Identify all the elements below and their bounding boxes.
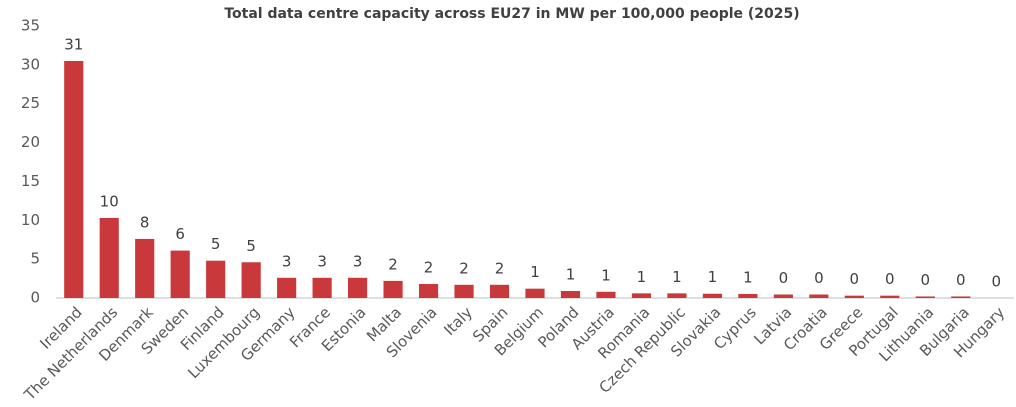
value-label: 1 — [743, 268, 753, 286]
bar — [951, 296, 971, 298]
value-label: 1 — [601, 266, 611, 284]
bar — [383, 280, 403, 298]
value-label: 10 — [100, 192, 119, 210]
value-label: 2 — [388, 255, 398, 273]
bar — [64, 60, 84, 298]
bar — [560, 291, 581, 298]
bar — [809, 294, 829, 298]
y-tick-label: 0 — [30, 289, 40, 307]
value-label: 2 — [459, 259, 469, 277]
bar — [525, 288, 545, 298]
bar — [631, 293, 652, 298]
value-label: 0 — [956, 271, 966, 289]
value-label: 3 — [282, 252, 292, 270]
chart-title: Total data centre capacity across EU27 i… — [224, 6, 799, 22]
value-label: 1 — [637, 268, 647, 286]
y-tick-label: 30 — [21, 55, 40, 73]
bar — [844, 295, 864, 298]
value-label: 8 — [140, 213, 150, 231]
value-label: 1 — [672, 268, 682, 286]
bar — [312, 277, 332, 298]
value-label: 3 — [317, 252, 327, 270]
bar — [170, 250, 190, 298]
bar — [418, 284, 439, 298]
value-label: 3 — [353, 252, 363, 270]
value-label: 1 — [530, 263, 540, 281]
bar — [667, 293, 687, 298]
bar — [596, 291, 616, 298]
y-tick-label: 10 — [21, 211, 40, 229]
bar — [206, 260, 226, 298]
y-tick-label: 5 — [30, 250, 40, 268]
bar — [135, 238, 155, 298]
bar — [915, 296, 935, 298]
value-label: 0 — [885, 270, 895, 288]
value-label: 0 — [814, 269, 824, 287]
value-label: 5 — [246, 237, 256, 255]
y-tick-label: 20 — [21, 133, 40, 151]
y-tick-label: 15 — [21, 172, 40, 190]
y-tick-label: 35 — [21, 17, 40, 35]
bar — [454, 284, 474, 298]
bar — [738, 293, 758, 298]
value-label: 5 — [211, 235, 221, 253]
value-label: 0 — [779, 269, 789, 287]
bar — [773, 294, 793, 298]
bar — [880, 295, 900, 298]
bar — [99, 217, 119, 298]
bar — [348, 277, 368, 298]
value-label: 0 — [850, 270, 860, 288]
value-label: 0 — [991, 273, 1001, 291]
bar — [702, 293, 722, 298]
value-label: 2 — [495, 259, 505, 277]
value-label: 0 — [921, 271, 931, 289]
value-label: 1 — [566, 266, 576, 284]
value-label: 31 — [64, 35, 83, 53]
bar — [241, 262, 261, 298]
value-label: 6 — [175, 225, 185, 243]
value-label: 2 — [424, 259, 434, 277]
value-label: 1 — [708, 268, 718, 286]
bar — [489, 284, 510, 298]
bar — [277, 277, 297, 298]
y-tick-label: 25 — [21, 94, 40, 112]
